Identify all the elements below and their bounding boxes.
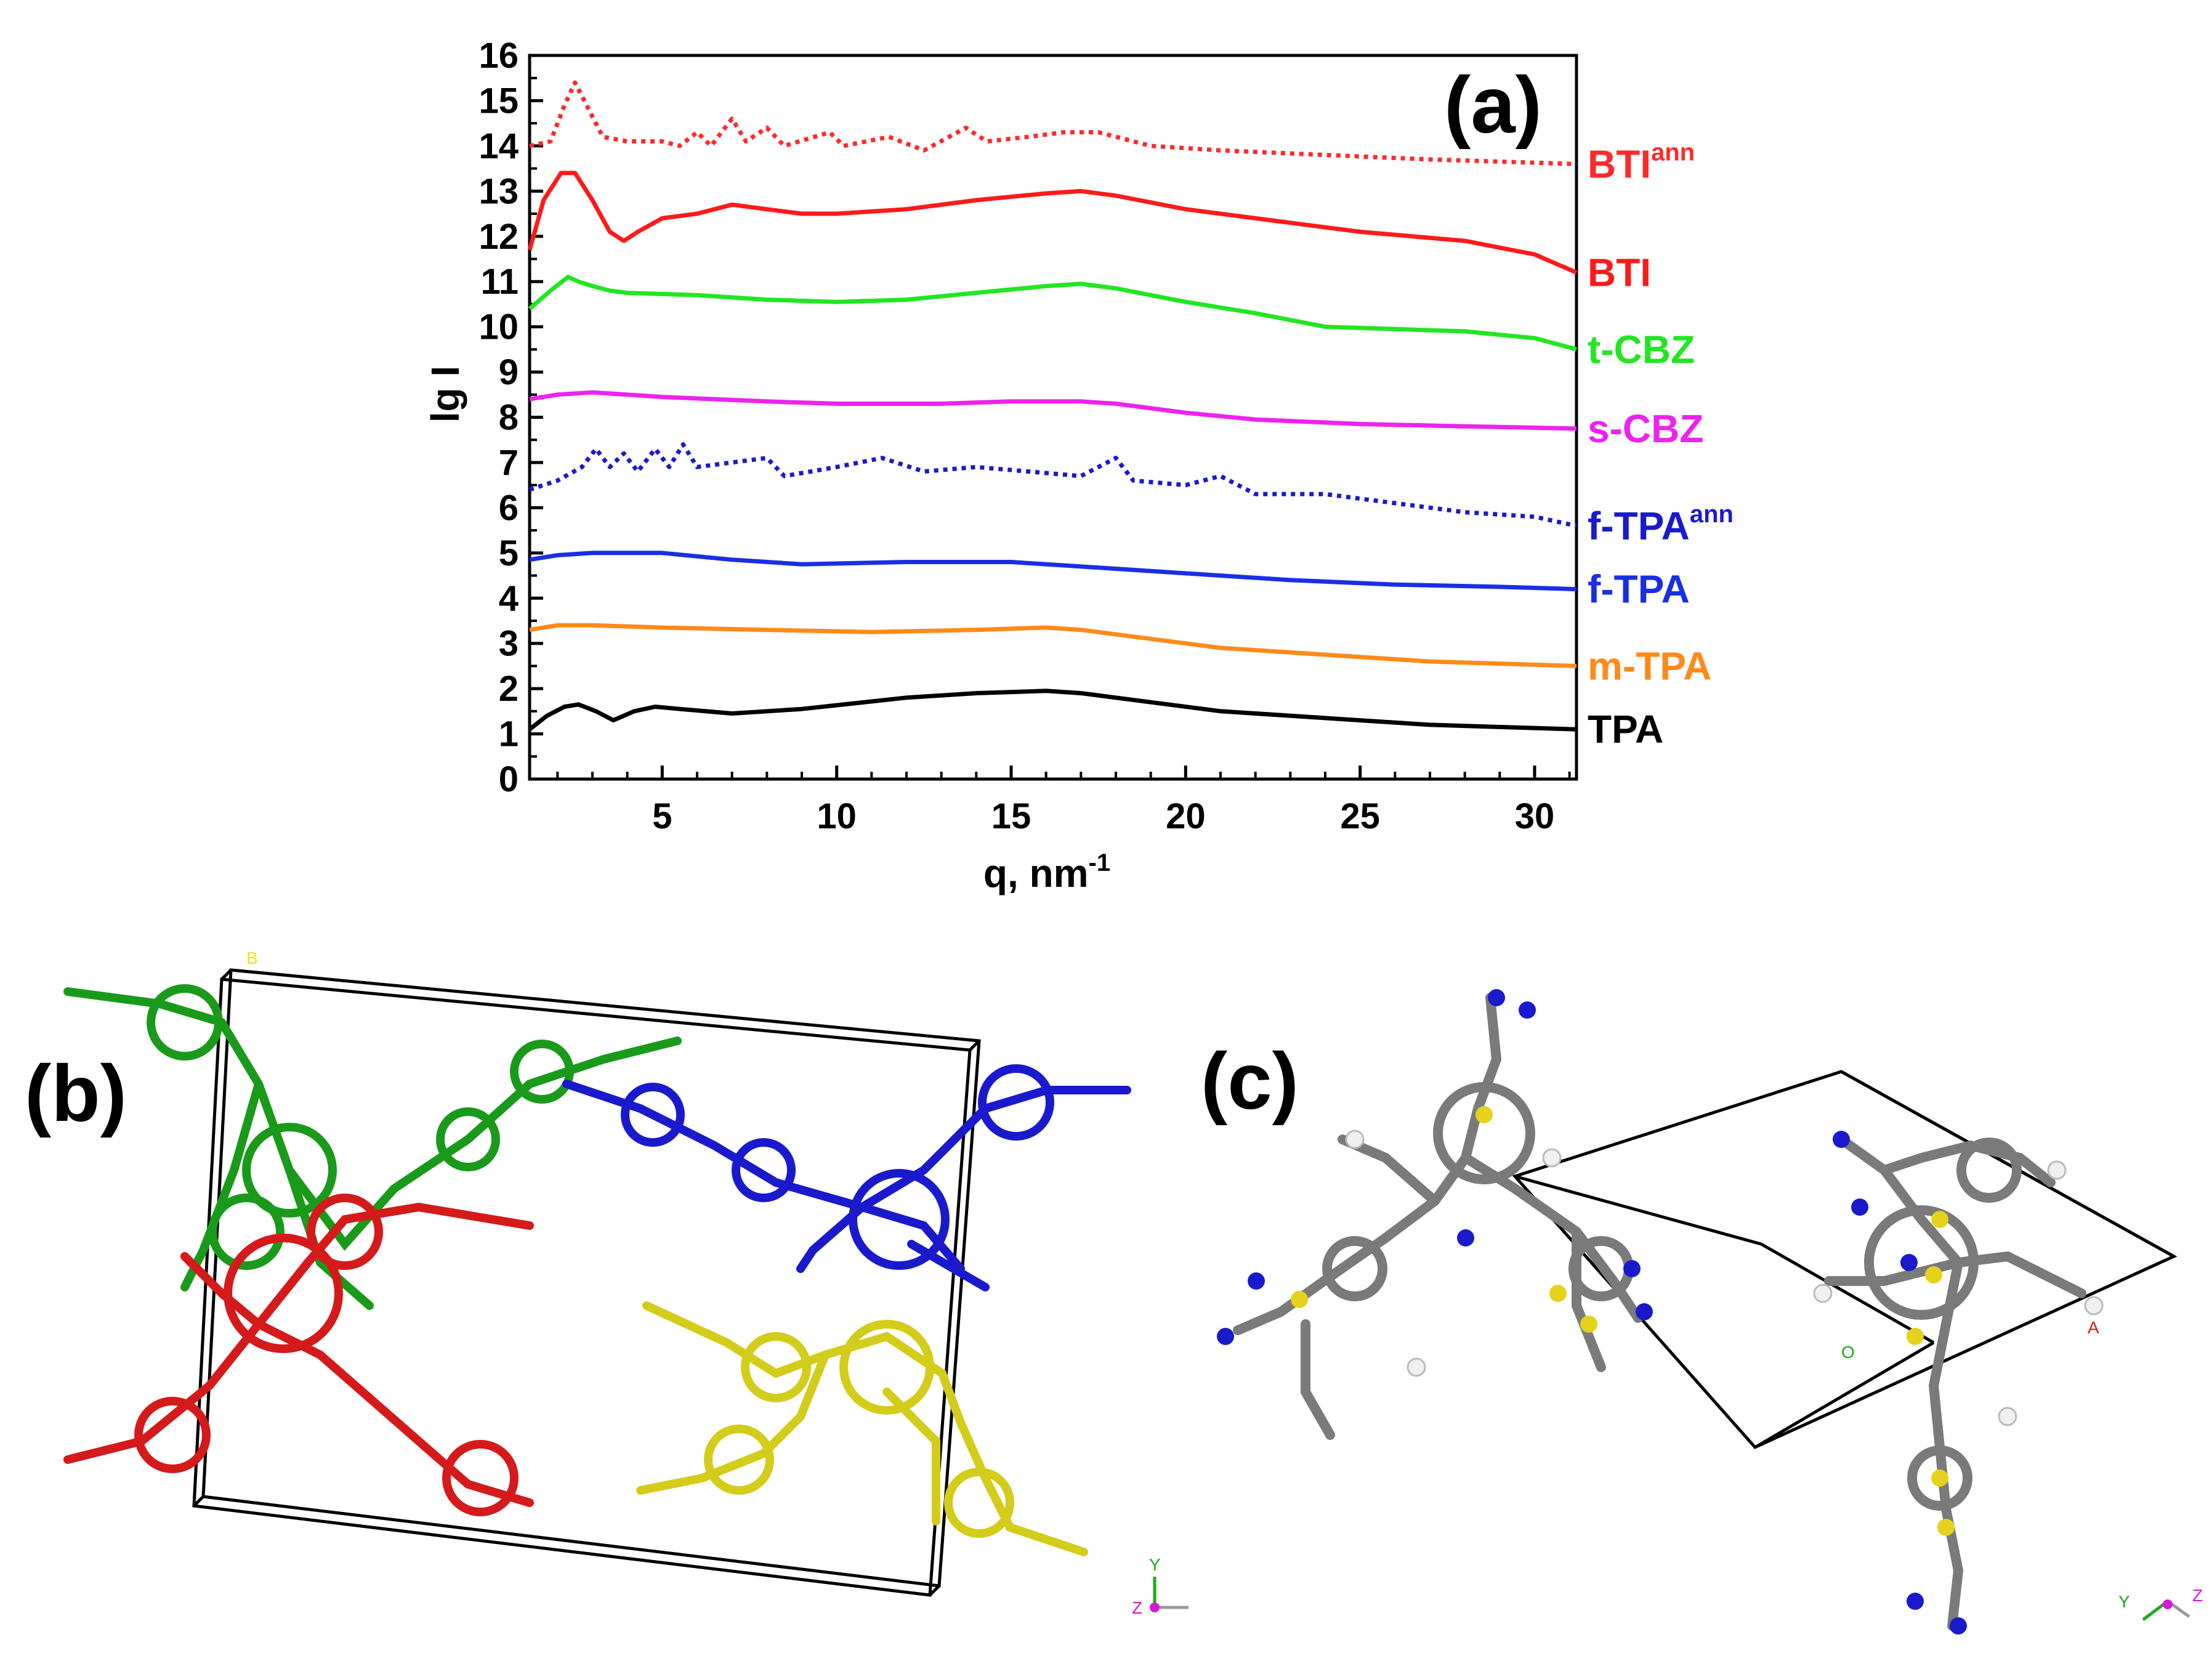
unit-cell-box-b — [192, 968, 981, 1597]
series-label-1: BTI — [1588, 251, 1651, 295]
panel-b-label: (b) — [25, 1048, 127, 1138]
y-tick-label: 8 — [499, 398, 519, 438]
y-tick-label: 10 — [478, 307, 519, 347]
y-tick-label: 14 — [478, 126, 519, 166]
cell-axis-a: A — [2088, 1318, 2099, 1337]
unit-cell-box-c — [1512, 1070, 2178, 1450]
axis-y-label-b: Y — [1149, 1555, 1161, 1574]
y-tick-label: 4 — [499, 578, 519, 618]
panel-c-label: (c) — [1201, 1036, 1299, 1126]
cell-axis-label-b: B — [246, 948, 258, 968]
series-labels: BTIann BTI t-CBZ s-CBZ f-TPAann f-TPA m-TPA TPA — [1588, 139, 1734, 751]
x-axis-ticks: 5 10 15 20 25 30 — [556, 766, 1571, 836]
panel-b-crystal-packing: (b) B — [25, 948, 1189, 1617]
series-label-4: f-TPAann — [1588, 501, 1734, 548]
axis-z-label-c: Z — [2192, 1586, 2203, 1605]
series-label-3: s-CBZ — [1588, 406, 1703, 451]
series-line-s-cbz — [529, 390, 1577, 431]
y-tick-label: 3 — [499, 624, 519, 664]
series-line-m-tpa — [529, 623, 1577, 668]
x-tick-label: 30 — [1515, 796, 1555, 836]
axis-triad-c: Y Z — [2118, 1586, 2203, 1621]
y-tick-label: 12 — [478, 217, 519, 257]
x-tick-label: 15 — [991, 796, 1031, 836]
x-tick-label: 25 — [1340, 796, 1380, 836]
y-tick-label: 15 — [478, 81, 519, 121]
molecule-red — [63, 1194, 534, 1516]
x-tick-label: 5 — [652, 796, 672, 836]
series-label-6: m-TPA — [1588, 644, 1711, 688]
axis-z-label-b: Z — [1132, 1598, 1142, 1617]
molecule-yellow — [636, 1301, 1088, 1556]
series-line-bti-ann — [529, 80, 1577, 166]
series-label-5: f-TPA — [1588, 567, 1690, 612]
series-label-0: BTIann — [1588, 139, 1695, 186]
y-tick-label: 7 — [499, 443, 519, 483]
atoms-right — [1813, 1131, 2104, 1635]
series-line-f-tpa — [529, 551, 1577, 592]
y-tick-label: 11 — [481, 262, 519, 302]
y-tick-label: 16 — [478, 36, 519, 76]
molecule-green — [63, 984, 682, 1310]
plot-frame — [528, 54, 1578, 781]
x-tick-label: 10 — [817, 796, 857, 836]
series-line-f-tpa-ann — [528, 442, 1577, 528]
y-axis-title: lg I — [423, 366, 467, 422]
y-tick-label: 2 — [499, 669, 519, 709]
y-tick-label: 6 — [499, 488, 519, 528]
y-tick-label: 1 — [499, 714, 519, 754]
series-label-7: TPA — [1588, 707, 1663, 751]
atoms-left — [1217, 989, 1653, 1377]
x-tick-label: 20 — [1166, 796, 1206, 836]
panel-c-molecular-structure: (c) O A — [1201, 989, 2203, 1635]
series-label-2: t-CBZ — [1588, 327, 1695, 371]
panel-a-label: (a) — [1444, 60, 1542, 150]
y-tick-label: 13 — [478, 171, 519, 211]
series-line-t-cbz — [528, 275, 1577, 352]
x-axis-title: q, nm-1 — [983, 849, 1110, 895]
molecule-blue — [562, 1064, 1131, 1291]
cell-axis-o: O — [1841, 1343, 1855, 1362]
series-line-tpa — [528, 689, 1577, 732]
series-line-bti — [527, 171, 1578, 275]
y-tick-label: 9 — [499, 352, 519, 392]
series-group — [527, 80, 1578, 732]
axis-triad-b: Y Z — [1132, 1555, 1189, 1617]
axis-y-label-c: Y — [2118, 1592, 2130, 1611]
y-tick-label: 5 — [499, 533, 519, 573]
y-tick-label: 0 — [499, 759, 519, 799]
